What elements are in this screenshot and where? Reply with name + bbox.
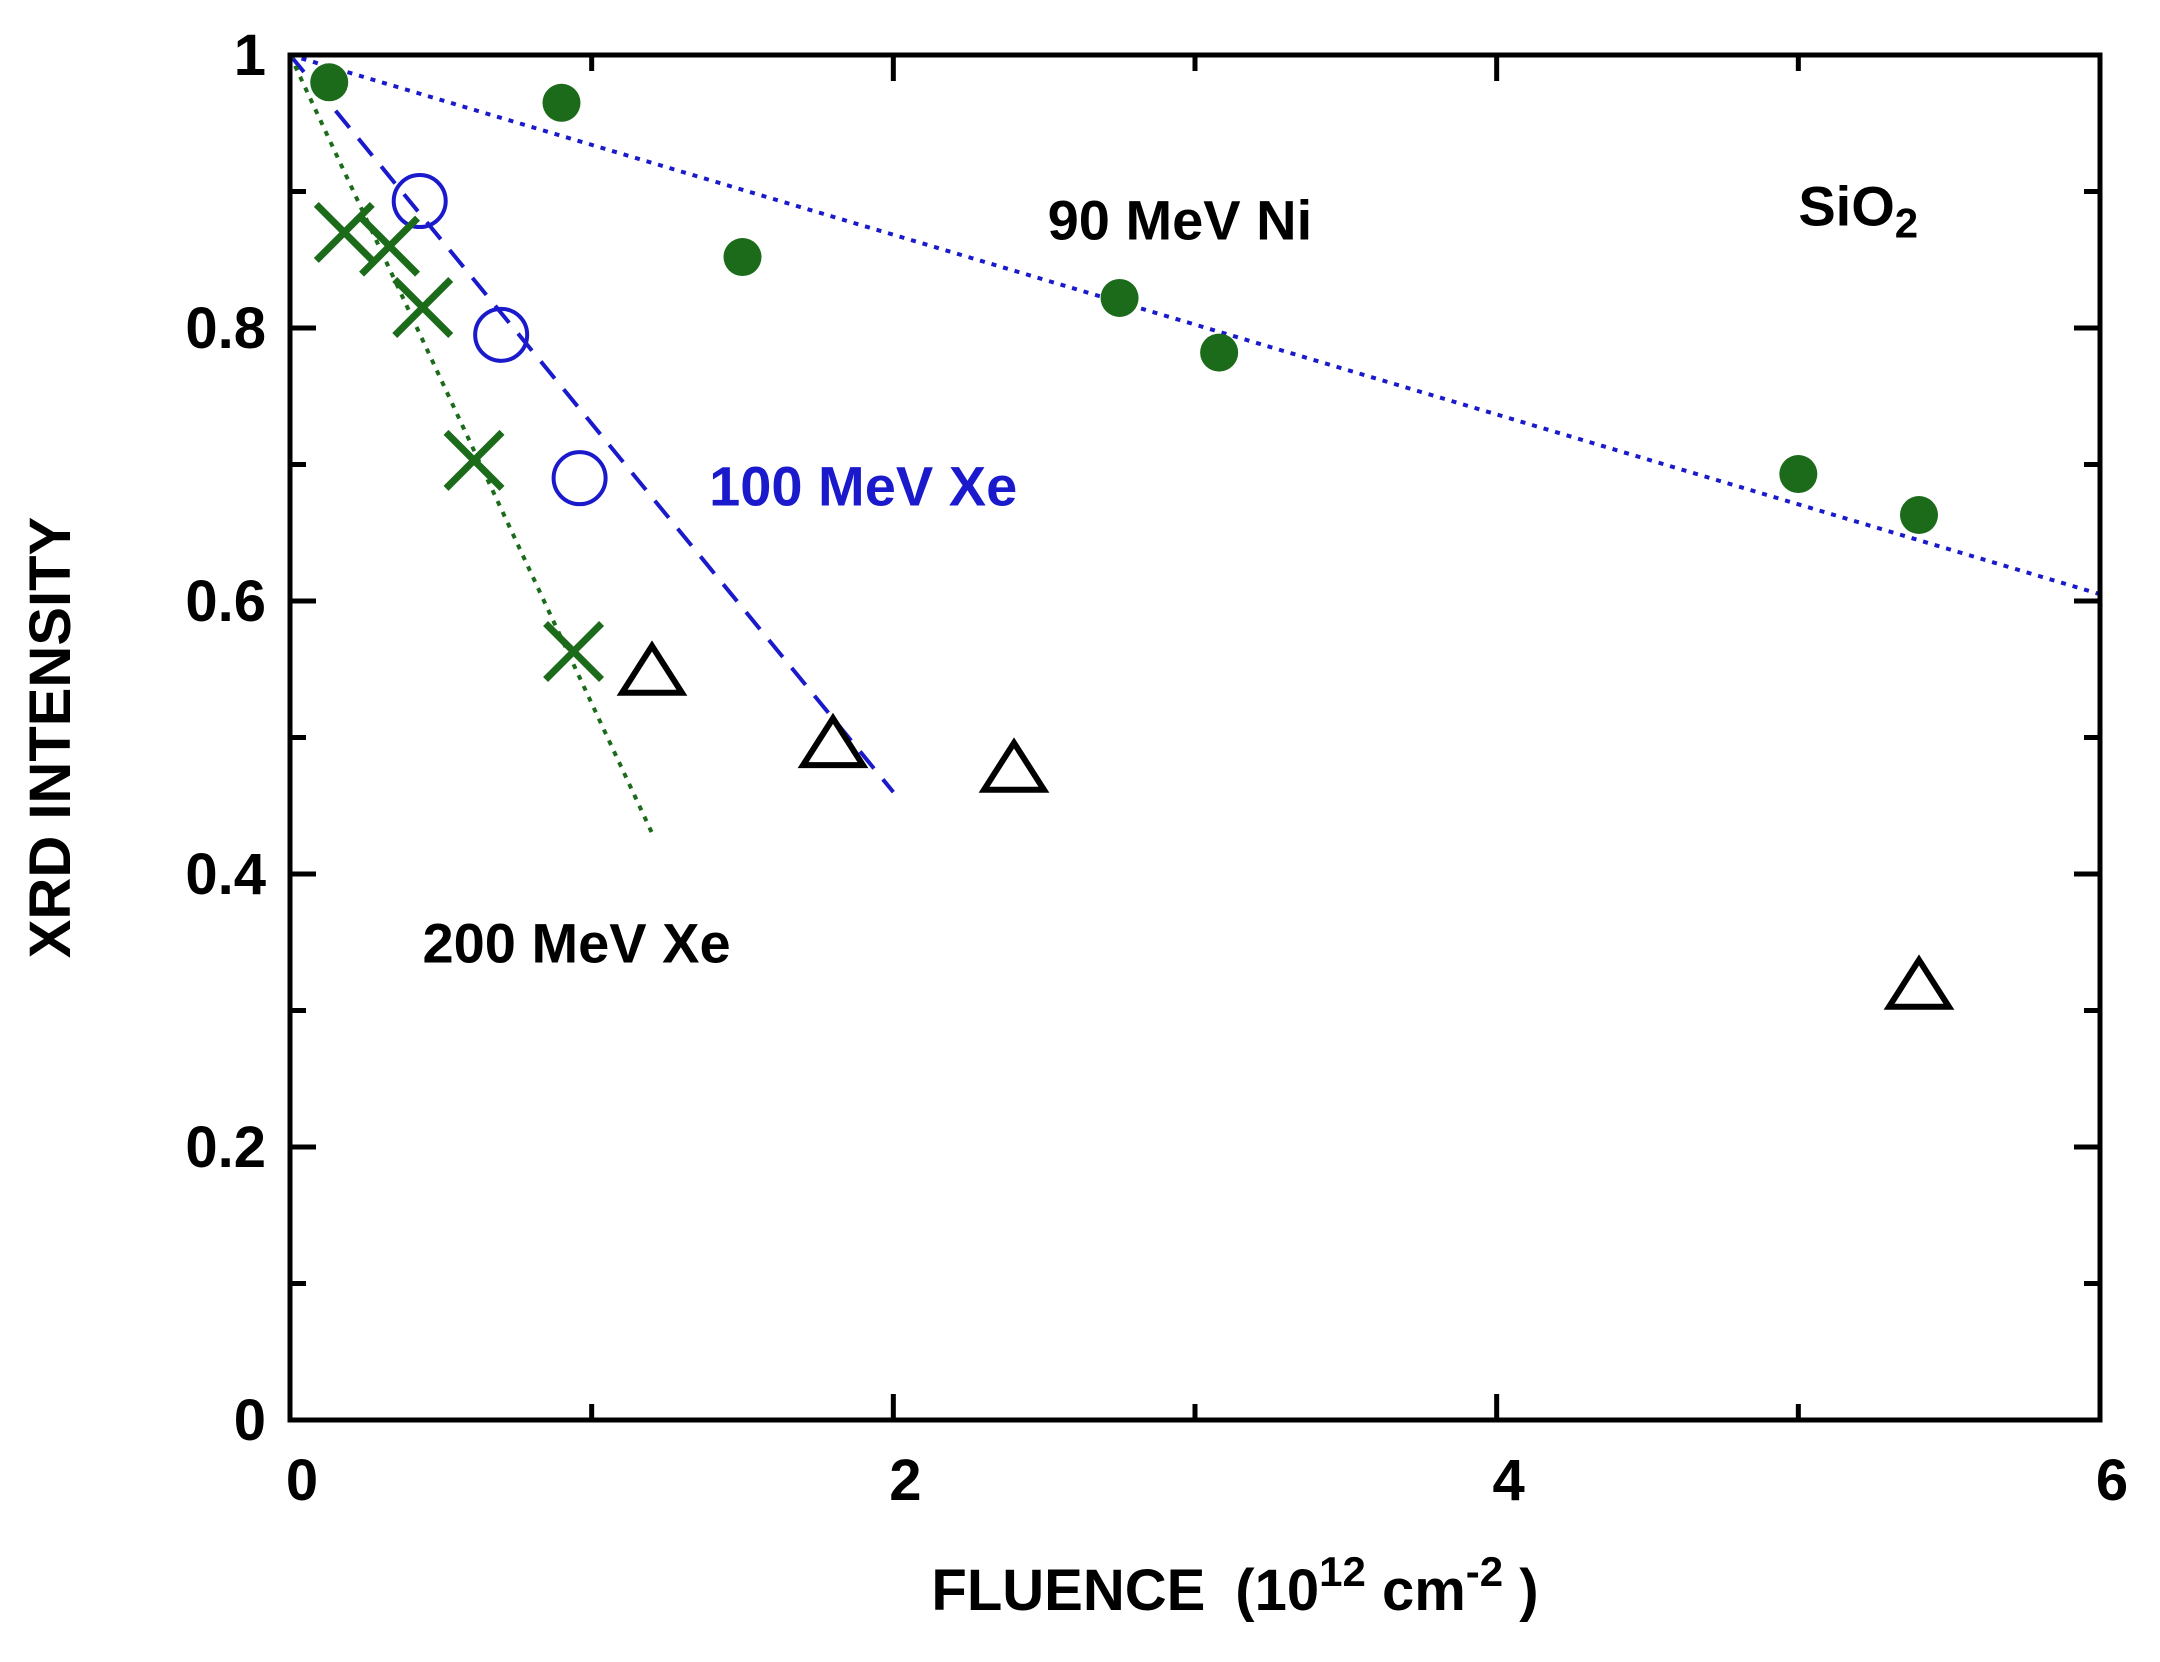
xe100-point <box>473 306 530 363</box>
x-tick-label: 4 <box>1493 1448 1525 1513</box>
extra-point <box>1883 954 1955 1010</box>
annotation-xe-100mev: 100 MeV Xe <box>709 454 1017 517</box>
data-points <box>310 63 1955 1010</box>
xe100-fit <box>288 53 895 794</box>
annotation-material: SiO2 <box>1798 175 1918 247</box>
x-tick-label: 2 <box>889 1448 921 1513</box>
xe200-point <box>543 621 605 682</box>
y-tick-label: 0.6 <box>185 569 266 634</box>
x-tick-label: 6 <box>2096 1448 2128 1513</box>
y-tick-label: 0.4 <box>185 842 266 907</box>
xe200-point <box>392 277 454 338</box>
ni90-point <box>723 238 762 277</box>
ni90-point <box>1779 455 1818 494</box>
xe200-point <box>313 201 375 263</box>
ni90-fit <box>289 53 2101 597</box>
ni90-point <box>542 83 581 122</box>
ni90-point <box>1100 278 1139 317</box>
y-axis-label: XRD INTENSITY <box>18 517 83 959</box>
y-tick-label: 0.8 <box>185 296 266 361</box>
x-axis-label: FLUENCE (1012 cm-2 ) <box>931 1548 1538 1623</box>
axis-ticks <box>287 52 2103 1423</box>
y-tick-label: 0 <box>234 1388 266 1453</box>
xe200-point <box>359 215 421 277</box>
annotation-xe-200mev: 200 MeV Xe <box>422 912 730 975</box>
xe100-point <box>391 173 448 230</box>
x-tick-label: 0 <box>286 1448 318 1513</box>
y-tick-label: 0.2 <box>185 1115 266 1180</box>
tick-labels: 0 2 4 6 0 0.2 0.4 0.6 0.8 1 <box>185 23 2128 1513</box>
ni90-point <box>1900 496 1938 535</box>
annotation-ni-90mev: 90 MeV Ni <box>1048 188 1313 251</box>
xe200-point <box>443 429 505 491</box>
xe200-fit <box>288 54 654 834</box>
fit-lines <box>288 53 2101 834</box>
plot-frame <box>287 52 2103 1423</box>
extra-point <box>616 640 688 696</box>
ni90-point <box>310 63 349 102</box>
extra-point <box>978 737 1050 793</box>
y-tick-label: 1 <box>234 23 266 88</box>
extra-point <box>797 712 869 769</box>
xe100-point <box>551 450 608 507</box>
ni90-point <box>1200 333 1239 372</box>
